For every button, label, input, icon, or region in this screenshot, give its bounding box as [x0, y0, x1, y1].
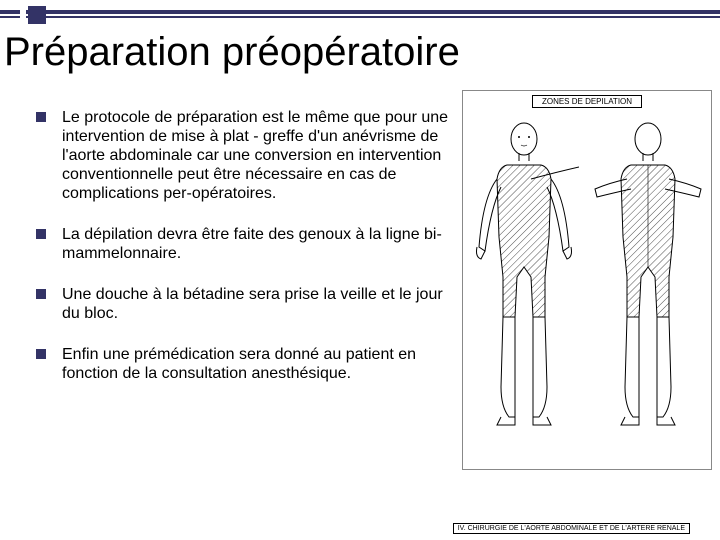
- list-item: Enfin une prémédication sera donné au pa…: [36, 345, 456, 383]
- bullet-icon: [36, 289, 46, 299]
- slide-title: Préparation préopératoire: [4, 30, 460, 75]
- list-item: La dépilation devra être faite des genou…: [36, 225, 456, 263]
- figure-caption-bottom: IV. CHIRURGIE DE L'AORTE ABDOMINALE ET D…: [453, 523, 690, 534]
- topbar-line: [26, 16, 720, 18]
- slide-root: Préparation préopératoire Le protocole d…: [0, 0, 720, 540]
- bullet-list: Le protocole de préparation est le même …: [36, 108, 456, 405]
- bullet-text: La dépilation devra être faite des genou…: [62, 225, 456, 263]
- bullet-icon: [36, 349, 46, 359]
- topbar-line: [0, 10, 20, 14]
- depilation-figure: ZONES DE DEPILATION: [462, 90, 712, 470]
- figure-caption-top: ZONES DE DEPILATION: [532, 95, 642, 108]
- bullet-text: Une douche à la bétadine sera prise la v…: [62, 285, 456, 323]
- topbar-line: [26, 10, 720, 14]
- bullet-icon: [36, 112, 46, 122]
- body-front-icon: [469, 117, 579, 437]
- topbar-square-icon: [28, 6, 46, 24]
- bullet-text: Enfin une prémédication sera donné au pa…: [62, 345, 456, 383]
- slide-topbar: [0, 0, 720, 26]
- list-item: Une douche à la bétadine sera prise la v…: [36, 285, 456, 323]
- list-item: Le protocole de préparation est le même …: [36, 108, 456, 203]
- topbar-line: [0, 16, 20, 18]
- bullet-icon: [36, 229, 46, 239]
- bullet-text: Le protocole de préparation est le même …: [62, 108, 456, 203]
- body-back-icon: [593, 117, 703, 437]
